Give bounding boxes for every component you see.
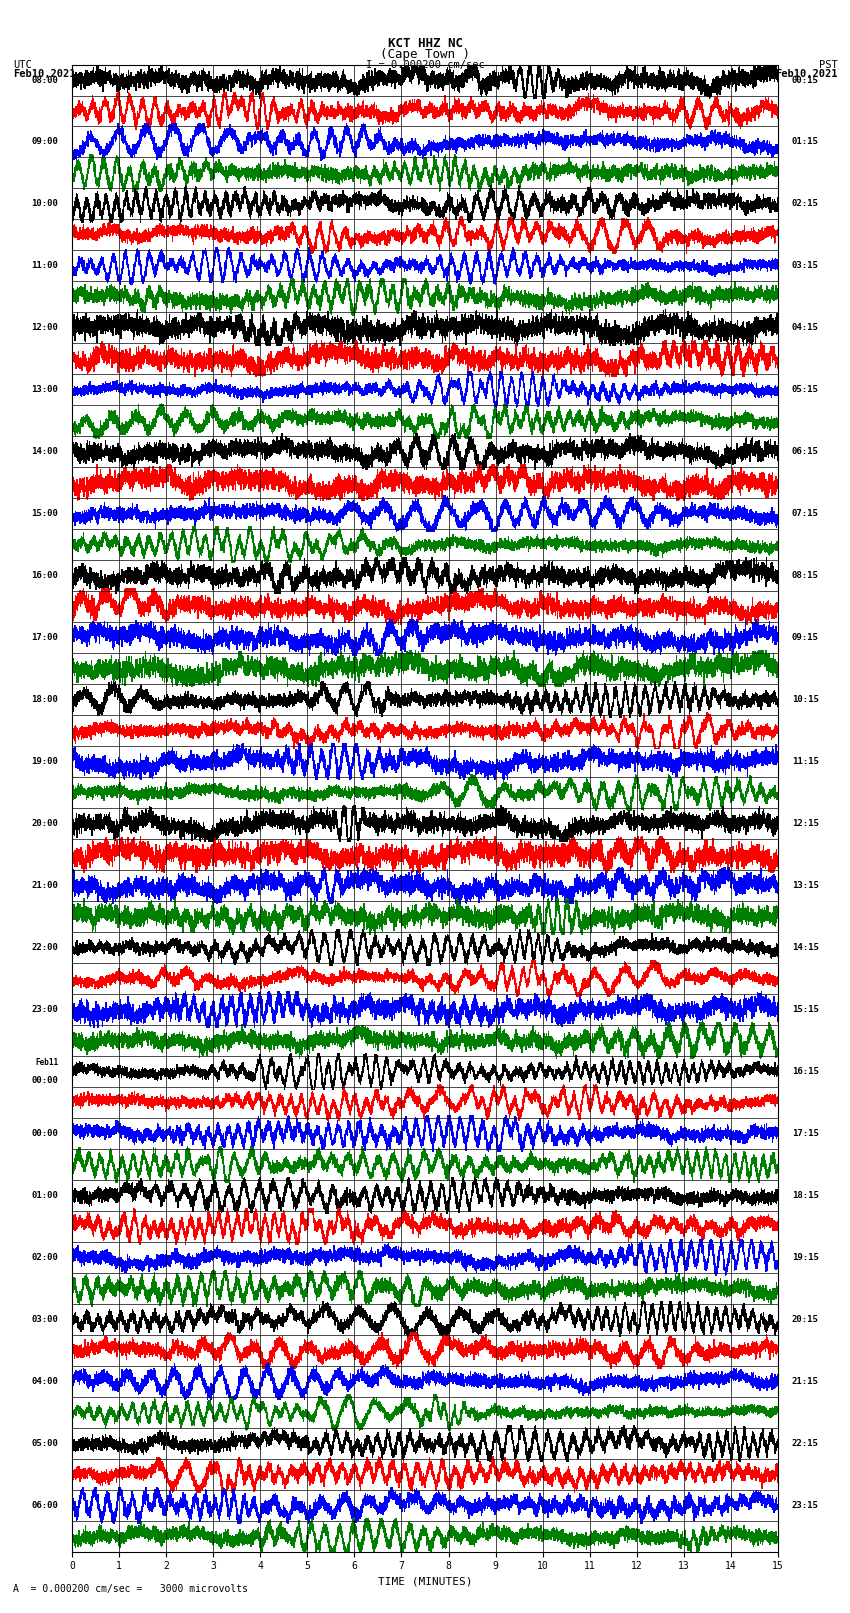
Text: 18:00: 18:00 (31, 695, 58, 705)
Text: 15:15: 15:15 (792, 1005, 819, 1015)
Text: 12:15: 12:15 (792, 819, 819, 827)
Text: 05:15: 05:15 (792, 386, 819, 394)
X-axis label: TIME (MINUTES): TIME (MINUTES) (377, 1578, 473, 1587)
Text: 12:00: 12:00 (31, 323, 58, 332)
Text: 08:00: 08:00 (31, 76, 58, 84)
Text: 00:00: 00:00 (31, 1076, 58, 1086)
Text: 11:15: 11:15 (792, 756, 819, 766)
Text: A  = 0.000200 cm/sec =   3000 microvolts: A = 0.000200 cm/sec = 3000 microvolts (13, 1584, 247, 1594)
Text: 03:15: 03:15 (792, 261, 819, 271)
Text: 23:15: 23:15 (792, 1500, 819, 1510)
Text: PST: PST (819, 60, 837, 69)
Text: Feb10,2021: Feb10,2021 (774, 69, 837, 79)
Text: 04:15: 04:15 (792, 323, 819, 332)
Text: 14:15: 14:15 (792, 944, 819, 952)
Text: 13:15: 13:15 (792, 881, 819, 890)
Text: 01:00: 01:00 (31, 1190, 58, 1200)
Text: 17:15: 17:15 (792, 1129, 819, 1137)
Text: 17:00: 17:00 (31, 634, 58, 642)
Text: 09:00: 09:00 (31, 137, 58, 147)
Text: Feb10,2021: Feb10,2021 (13, 69, 76, 79)
Text: 10:15: 10:15 (792, 695, 819, 705)
Text: 22:15: 22:15 (792, 1439, 819, 1448)
Text: 20:00: 20:00 (31, 819, 58, 827)
Text: 08:15: 08:15 (792, 571, 819, 581)
Text: 00:00: 00:00 (31, 1129, 58, 1137)
Text: 09:15: 09:15 (792, 634, 819, 642)
Text: 05:00: 05:00 (31, 1439, 58, 1448)
Text: 16:15: 16:15 (792, 1066, 819, 1076)
Text: Feb11: Feb11 (35, 1058, 58, 1066)
Text: (Cape Town ): (Cape Town ) (380, 48, 470, 61)
Text: 06:00: 06:00 (31, 1500, 58, 1510)
Text: 15:00: 15:00 (31, 510, 58, 518)
Text: 00:15: 00:15 (792, 76, 819, 84)
Text: 06:15: 06:15 (792, 447, 819, 456)
Text: 11:00: 11:00 (31, 261, 58, 271)
Text: UTC: UTC (13, 60, 31, 69)
Text: 22:00: 22:00 (31, 944, 58, 952)
Text: 19:15: 19:15 (792, 1253, 819, 1261)
Text: 23:00: 23:00 (31, 1005, 58, 1015)
Text: 07:15: 07:15 (792, 510, 819, 518)
Text: 02:15: 02:15 (792, 200, 819, 208)
Text: 21:00: 21:00 (31, 881, 58, 890)
Text: 16:00: 16:00 (31, 571, 58, 581)
Text: 20:15: 20:15 (792, 1315, 819, 1324)
Text: 02:00: 02:00 (31, 1253, 58, 1261)
Text: 10:00: 10:00 (31, 200, 58, 208)
Text: 14:00: 14:00 (31, 447, 58, 456)
Text: 04:00: 04:00 (31, 1378, 58, 1386)
Text: I = 0.000200 cm/sec: I = 0.000200 cm/sec (366, 60, 484, 69)
Text: 19:00: 19:00 (31, 756, 58, 766)
Text: 03:00: 03:00 (31, 1315, 58, 1324)
Text: 01:15: 01:15 (792, 137, 819, 147)
Text: KCT HHZ NC: KCT HHZ NC (388, 37, 462, 50)
Text: 18:15: 18:15 (792, 1190, 819, 1200)
Text: 13:00: 13:00 (31, 386, 58, 394)
Text: 21:15: 21:15 (792, 1378, 819, 1386)
